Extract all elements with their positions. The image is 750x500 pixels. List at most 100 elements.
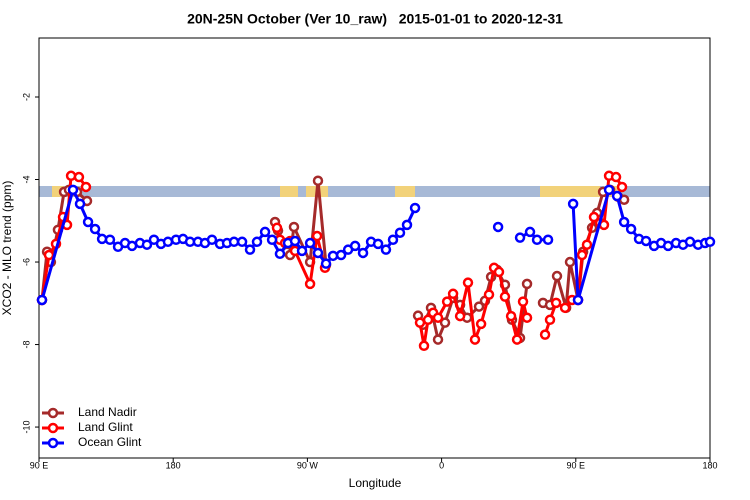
y-tick-label: -4 xyxy=(21,176,31,184)
legend-marker xyxy=(47,437,59,449)
data-point xyxy=(304,237,316,249)
data-point xyxy=(521,278,533,290)
legend-label: Land Glint xyxy=(78,420,133,434)
data-point xyxy=(228,236,240,248)
data-point xyxy=(82,216,94,228)
data-point xyxy=(469,334,481,345)
data-point xyxy=(564,256,576,268)
y-tick-label: -8 xyxy=(21,341,31,349)
data-point xyxy=(74,198,86,210)
data-point xyxy=(567,198,579,210)
data-point xyxy=(521,312,533,323)
data-point xyxy=(439,317,451,328)
data-point xyxy=(422,314,434,326)
data-point xyxy=(311,230,323,242)
data-point xyxy=(380,244,392,255)
data-point xyxy=(544,314,556,326)
data-point xyxy=(65,170,77,182)
data-point xyxy=(312,247,324,259)
data-point xyxy=(514,232,526,243)
data-point xyxy=(73,171,85,183)
data-point xyxy=(401,219,413,231)
data-point xyxy=(539,329,551,340)
data-point xyxy=(473,301,485,312)
chart-title: 20N-25N October (Ver 10_raw) 2015-01-01 … xyxy=(187,11,563,27)
x-tick-label: 90 E xyxy=(30,460,49,470)
x-tick-label: 90 W xyxy=(297,460,319,470)
data-point xyxy=(505,310,517,322)
x-tick-label: 0 xyxy=(439,460,444,470)
data-point xyxy=(259,226,271,238)
data-point xyxy=(414,317,426,328)
data-point xyxy=(499,291,511,302)
data-point xyxy=(141,239,153,250)
data-point xyxy=(244,244,256,255)
data-point xyxy=(454,310,466,322)
legend-marker xyxy=(47,407,59,419)
data-point xyxy=(320,258,332,269)
data-point xyxy=(524,226,536,238)
data-point xyxy=(335,249,347,261)
data-point xyxy=(611,190,623,202)
legend-marker xyxy=(47,422,59,434)
data-point xyxy=(616,181,628,193)
data-point xyxy=(162,236,174,248)
data-point xyxy=(483,289,495,300)
data-point xyxy=(296,245,308,257)
data-point xyxy=(432,312,444,323)
y-tick-label: -10 xyxy=(21,421,31,434)
data-point xyxy=(274,248,286,260)
data-point xyxy=(372,238,384,250)
data-point xyxy=(104,234,116,245)
data-point xyxy=(559,302,571,314)
data-point xyxy=(349,240,361,252)
data-point xyxy=(271,222,283,234)
data-point xyxy=(206,234,218,245)
data-point xyxy=(704,236,716,248)
data-point xyxy=(618,216,630,228)
data-point xyxy=(517,296,529,307)
data-point xyxy=(266,234,278,245)
data-point xyxy=(588,211,600,223)
data-point xyxy=(625,223,637,235)
data-point xyxy=(610,171,622,183)
data-point xyxy=(43,249,55,261)
data-point xyxy=(447,288,459,300)
x-tick-label: 90 E xyxy=(567,460,586,470)
data-point xyxy=(394,227,406,238)
data-point xyxy=(492,221,504,233)
data-point xyxy=(640,235,652,247)
data-point xyxy=(357,247,369,259)
data-point xyxy=(251,236,263,248)
data-point xyxy=(80,181,92,193)
data-point xyxy=(36,294,48,306)
y-axis-label: XCO2 - MLO trend (ppm) xyxy=(0,181,14,316)
data-point xyxy=(684,236,696,248)
data-point xyxy=(581,239,593,250)
data-point xyxy=(542,234,554,245)
data-point xyxy=(418,340,430,352)
x-tick-label: 180 xyxy=(702,460,717,470)
x-tick-label: 180 xyxy=(166,460,181,470)
y-tick-label: -6 xyxy=(21,258,31,266)
data-point xyxy=(576,249,588,261)
data-point xyxy=(550,297,562,309)
data-point xyxy=(409,202,421,214)
x-axis-label: Longitude xyxy=(349,476,402,490)
data-point xyxy=(288,221,300,233)
data-point xyxy=(304,278,316,290)
data-point xyxy=(289,235,301,247)
data-point xyxy=(531,234,543,245)
data-point xyxy=(462,277,474,288)
data-point xyxy=(89,223,101,235)
data-point xyxy=(493,266,505,278)
data-point xyxy=(67,184,79,196)
data-point xyxy=(551,270,563,282)
legend-label: Ocean Glint xyxy=(78,435,142,449)
data-point xyxy=(236,236,248,248)
legend-label: Land Nadir xyxy=(78,405,137,419)
plot-frame xyxy=(38,37,711,459)
data-point xyxy=(441,296,453,307)
y-tick-label: -2 xyxy=(21,93,31,101)
